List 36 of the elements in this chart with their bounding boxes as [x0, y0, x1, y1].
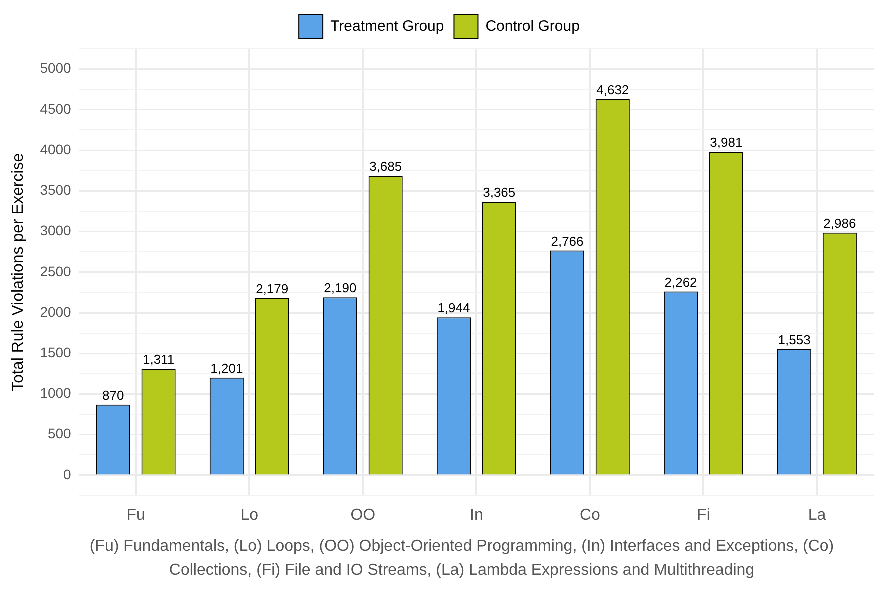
data-label: 1,944: [438, 300, 470, 316]
x-axis-title: (Fu) Fundamentals, (Lo) Loops, (OO) Object-Oriented Programming, (In) Interfaces and Exceptions, (Co) Collections, (Fi) File and IO Streams, (La) Lambda Expressions and Multithreading: [88, 537, 836, 581]
y-tick-label: 3000: [40, 222, 72, 239]
y-tick-label: 2000: [40, 304, 72, 320]
data-label: 2,766: [551, 234, 584, 249]
data-label: 2,986: [824, 216, 856, 231]
x-tick-label: Fu: [126, 506, 146, 524]
x-tick-label: La: [808, 506, 826, 524]
x-tick-label: In: [470, 506, 484, 524]
y-tick-label: 1500: [40, 344, 72, 360]
data-label: 2,179: [256, 282, 289, 297]
y-tick-label: 2500: [40, 263, 72, 280]
data-label: 2,190: [324, 280, 357, 296]
y-tick-label: 4500: [40, 100, 72, 117]
y-tick-label: 4000: [40, 141, 72, 158]
y-tick-label: 3500: [40, 182, 72, 198]
data-label: 3,365: [483, 185, 516, 200]
data-label: 3,685: [370, 159, 402, 174]
y-tick-label: 5000: [40, 60, 72, 76]
x-tick-label: Fi: [697, 506, 710, 524]
data-label: 3,981: [710, 135, 743, 150]
data-label: 4,632: [596, 82, 630, 98]
data-label: 1,553: [778, 332, 811, 348]
x-tick-label: Co: [580, 506, 601, 524]
data-label: 1,201: [210, 361, 244, 376]
y-tick-label: 1000: [40, 385, 72, 402]
data-label: 2,262: [664, 274, 698, 290]
data-label: 870: [102, 388, 124, 403]
y-tick-label: 500: [48, 426, 72, 442]
legend-label: Control Group: [486, 18, 580, 36]
x-tick-label: Lo: [240, 506, 259, 524]
data-label: 1,311: [143, 352, 175, 368]
y-tick-label: 0: [64, 466, 72, 482]
y-axis-title: Total Rule Violations per Exercise: [10, 153, 28, 392]
legend-label: Treatment Group: [330, 18, 444, 36]
x-tick-label: OO: [350, 506, 376, 524]
